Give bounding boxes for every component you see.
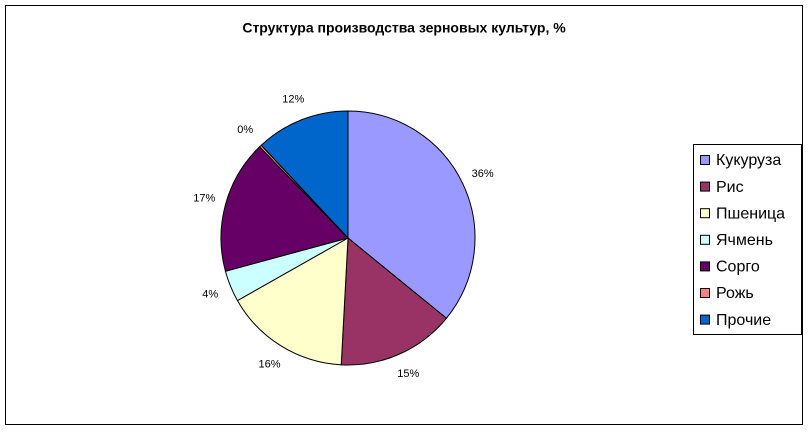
chart-title: Структура производства зерновых культур,… [242,20,566,36]
data-label: 12% [282,93,304,105]
legend-box [693,144,802,335]
data-label: 17% [193,192,215,204]
data-label: 36% [472,168,494,180]
data-label: 0% [237,124,253,136]
legend-swatch [700,181,710,192]
legend-swatch [700,314,710,325]
legend-label: Прочие [716,312,771,329]
legend-label: Кукуруза [716,152,781,169]
pie-slice [236,237,349,366]
legend-swatch [700,261,710,272]
pie-slice [347,110,476,319]
legend-swatch [700,234,710,245]
legend-label: Пшеница [716,205,785,222]
legend-label: Рис [716,179,744,196]
legend-label: Рожь [716,285,754,302]
legend-swatch [700,155,710,165]
pie-slice [340,236,448,366]
legend-swatch [700,288,710,298]
legend-label: Сорго [716,259,760,276]
data-label: 16% [259,359,281,371]
data-label: 15% [397,368,419,380]
legend-swatch [700,208,710,219]
legend-label: Ячмень [716,232,773,249]
data-label: 4% [202,289,218,301]
pie-slice [220,146,349,272]
pie-slice [260,110,349,240]
